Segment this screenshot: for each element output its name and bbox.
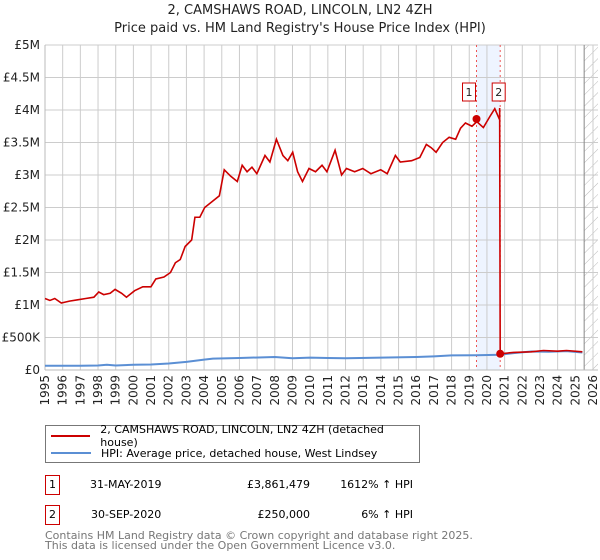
sale-point-1	[472, 115, 481, 124]
x-tick-label: 2020	[480, 375, 494, 406]
x-tick-label: 2010	[303, 375, 317, 406]
chart-subtitle: Price paid vs. HM Land Registry's House …	[114, 21, 486, 36]
sale-label-box-2	[491, 82, 506, 102]
legend-swatch-blue	[51, 452, 91, 454]
x-tick-label: 2004	[197, 375, 211, 406]
sale-label-2: 2	[495, 86, 502, 99]
y-tick-label: £4M	[14, 103, 40, 117]
legend-label: HPI: Average price, detached house, West…	[101, 446, 378, 460]
x-tick-label: 2008	[268, 375, 282, 406]
x-tick-label: 2009	[285, 375, 299, 406]
x-tick-label: 2016	[409, 375, 423, 406]
x-tick-label: 2011	[321, 375, 335, 406]
y-tick-label: £4.5M	[3, 71, 40, 85]
sale-point-2	[496, 349, 505, 358]
sale-label-1: 1	[466, 86, 473, 99]
transaction-row: 1 31-MAY-2019 £3,861,479 1612% ↑ HPI	[45, 475, 445, 495]
chart-title: 2, CAMSHAWS ROAD, LINCOLN, LN2 4ZH	[167, 3, 433, 18]
transaction-date: 30-SEP-2020	[91, 508, 162, 521]
x-tick-label: 1996	[56, 375, 70, 406]
x-tick-label: 2015	[392, 375, 406, 406]
x-tick-label: 2013	[356, 375, 370, 406]
x-tick-label: 2000	[126, 375, 140, 406]
transaction-row: 2 30-SEP-2020 £250,000 6% ↑ HPI	[45, 505, 445, 525]
x-tick-label: 2007	[250, 375, 264, 406]
y-tick-label: £3M	[14, 168, 40, 182]
x-tick-label: 1997	[73, 375, 87, 406]
y-tick-label: £500K	[2, 331, 42, 345]
x-tick-label: 1995	[38, 375, 52, 406]
x-tick-label: 2005	[215, 375, 229, 406]
transaction-hpi: 6% ↑ HPI	[361, 508, 413, 521]
property-price-line	[44, 106, 583, 355]
legend: 2, CAMSHAWS ROAD, LINCOLN, LN2 4ZH (deta…	[45, 423, 420, 463]
x-tick-label: 2022	[515, 375, 529, 406]
y-tick-label: £1M	[14, 298, 40, 312]
x-tick-label: 2023	[533, 375, 547, 406]
x-tick-label: 2002	[162, 375, 176, 406]
x-tick-label: 2001	[144, 375, 158, 406]
x-tick-label: 2012	[339, 375, 353, 406]
x-tick-label: 2019	[462, 375, 476, 406]
legend-item-property: 2, CAMSHAWS ROAD, LINCOLN, LN2 4ZH (deta…	[51, 423, 419, 449]
x-tick-label: 1999	[109, 375, 123, 406]
footer-copyright: Contains HM Land Registry data © Crown c…	[45, 529, 473, 542]
sale-label-box-1	[462, 82, 477, 102]
transaction-price: £3,861,479	[247, 478, 310, 491]
y-tick-label: £2.5M	[3, 201, 40, 215]
x-tick-label: 2017	[427, 375, 441, 406]
x-tick-label: 2003	[179, 375, 193, 406]
x-tick-label: 2025	[568, 375, 582, 406]
x-tick-label: 2014	[374, 375, 388, 406]
x-tick-label: 2018	[445, 375, 459, 406]
transaction-hpi: 1612% ↑ HPI	[340, 478, 413, 491]
footer-licence: This data is licensed under the Open Gov…	[45, 539, 396, 552]
y-tick-label: £2M	[14, 233, 40, 247]
transaction-price: £250,000	[257, 508, 311, 521]
y-tick-label: £1.5M	[3, 266, 40, 280]
x-tick-label: 1998	[91, 375, 105, 406]
footer: Contains HM Land Registry data © Crown c…	[45, 529, 473, 552]
x-tick-label: 2006	[232, 375, 246, 406]
legend-swatch-red	[51, 435, 91, 437]
legend-label: 2, CAMSHAWS ROAD, LINCOLN, LN2 4ZH (deta…	[100, 423, 384, 449]
y-tick-label: £0	[25, 363, 40, 377]
y-tick-label: £3.5M	[3, 136, 40, 150]
x-tick-label: 2024	[551, 375, 565, 406]
transaction-number: 1	[45, 475, 60, 495]
y-tick-label: £5M	[14, 38, 40, 52]
transaction-number: 2	[45, 505, 60, 525]
price-chart: £0 £500K £1M £1.5M £2M £2.5M £3M £3.5M £4M £4.5M £…	[2, 38, 600, 406]
legend-item-hpi: HPI: Average price, detached house, West…	[51, 445, 377, 461]
transaction-date: 31-MAY-2019	[90, 478, 162, 491]
hpi-line	[44, 350, 583, 367]
x-tick-label: 2026	[586, 375, 600, 406]
x-tick-label: 2021	[498, 375, 512, 406]
